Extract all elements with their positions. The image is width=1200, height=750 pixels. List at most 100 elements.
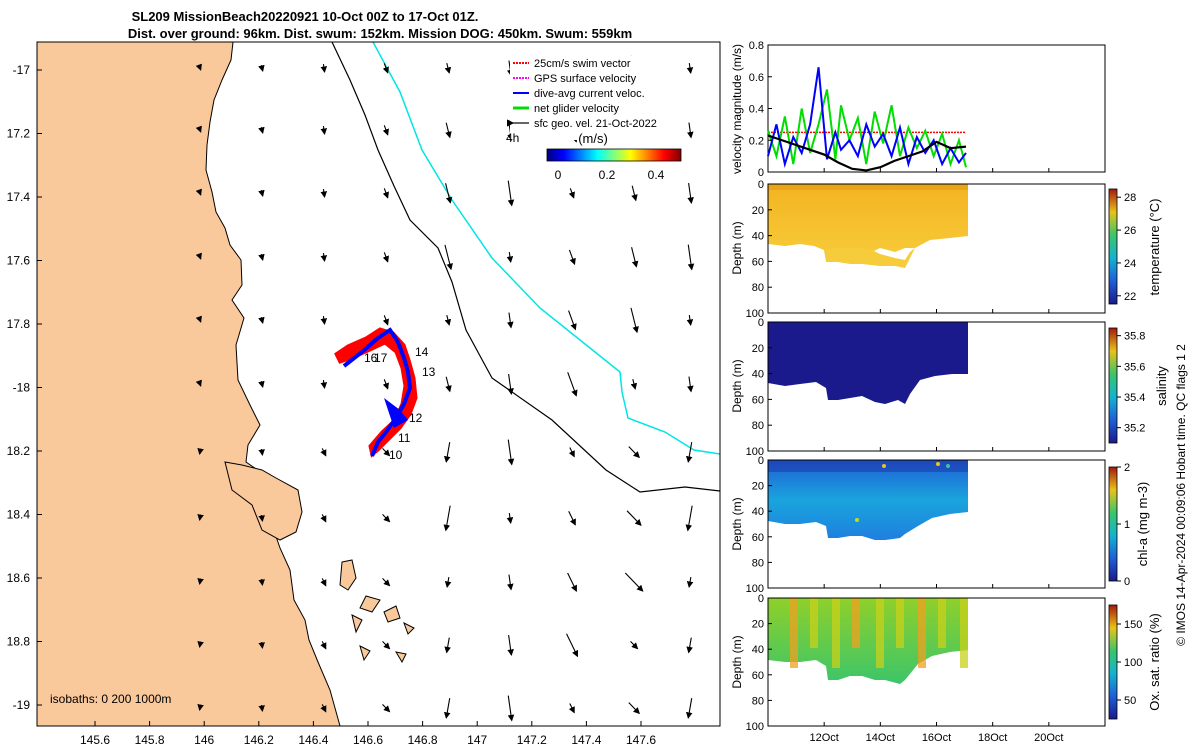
depth-tick-label: 0 — [758, 455, 764, 467]
velocity-arrow — [195, 379, 202, 387]
isobath-1000m — [372, 42, 720, 455]
salinity-panel: Depth (m) salinity — [730, 321, 1169, 452]
oxygen-colorbar — [1108, 604, 1118, 720]
velocity-arrow — [195, 315, 202, 323]
velocity-arrow — [320, 188, 328, 199]
isobath-200m — [331, 42, 720, 493]
velocity-arrow — [686, 62, 694, 75]
colorbar-tick-label: 35.2 — [1124, 423, 1145, 435]
legend-label: dive-avg current veloc. — [534, 88, 645, 100]
velocity-arrow — [507, 574, 514, 591]
velocity-arrow — [685, 505, 693, 532]
chart-title-line1: SL209 MissionBeach20220921 10-Oct 00Z to… — [131, 9, 479, 24]
velocity-arrow — [197, 577, 204, 586]
map-x-tick-label: 145.8 — [135, 733, 165, 747]
salinity-colorbar-label: salinity — [1154, 366, 1169, 406]
velocity-arrow — [195, 252, 202, 260]
chart-title-line2: Dist. over ground: 96km. Dist. swum: 152… — [127, 26, 633, 41]
land-mass — [37, 42, 341, 726]
depth-tick-label: 80 — [752, 557, 764, 569]
oxygen-high-band — [790, 598, 798, 668]
colorbar-tick-label: 35.8 — [1124, 331, 1145, 343]
velocity-y-tick-label: 0.4 — [749, 104, 764, 116]
depth-tick-label: 20 — [752, 205, 764, 217]
velocity-arrow — [445, 183, 453, 204]
map-y-tick-label: -18 — [13, 381, 31, 395]
velocity-arrow — [258, 316, 265, 324]
velocity-ylabel: velocity magnitude (m/s) — [730, 44, 744, 174]
map-y-tick-label: 17.8 — [7, 317, 31, 331]
velocity-arrow — [258, 189, 265, 197]
velocity-arrow — [320, 448, 327, 457]
velocity-arrow — [687, 244, 695, 271]
velocity-arrow — [443, 698, 451, 719]
date-tick-label: 18Oct — [978, 732, 1007, 744]
map-y-tick-label: 18.6 — [7, 571, 31, 585]
velocity-arrow — [630, 379, 638, 390]
velocity-arrow — [630, 307, 639, 334]
colorbar-tick-label: 26 — [1124, 225, 1136, 237]
map-x-tick-label: 147.4 — [571, 733, 601, 747]
date-tick-label: 16Oct — [922, 732, 951, 744]
velocity-arrow — [443, 442, 451, 463]
island — [403, 621, 415, 635]
map-y-tick-label: 18.8 — [7, 635, 31, 649]
legend-item: dive-avg current veloc. — [513, 88, 645, 100]
velocity-arrow — [197, 703, 204, 712]
velocity-arrow — [506, 512, 514, 525]
velocity-arrow — [195, 63, 202, 71]
velocity-arrow — [382, 63, 389, 74]
surface-velocity-vectors — [195, 55, 695, 722]
velocity-arrow — [444, 315, 452, 326]
depth-tick-label: 40 — [752, 369, 764, 381]
colorbar-tick-label: 100 — [1124, 657, 1142, 669]
chla-ylabel: Depth (m) — [730, 497, 744, 550]
glider-track: 10 11 12 13 14 16 17 — [334, 327, 436, 462]
velocity-arrow — [687, 376, 694, 393]
velocity-arrow — [630, 641, 639, 650]
oxygen-panel: Depth (m) Ox. sat. ratio (%) — [730, 597, 1162, 727]
velocity-arrow — [567, 572, 577, 592]
velocity-arrow — [197, 447, 204, 456]
map-x-tick-label: 145.6 — [80, 733, 110, 747]
oxygen-high-band — [810, 598, 818, 648]
velocity-arrow — [445, 376, 452, 393]
depth-tick-label: 60 — [752, 670, 764, 682]
chla-colorbar-label: chl-a (mg m-3) — [1135, 482, 1150, 567]
depth-tick-label: 40 — [752, 231, 764, 243]
velocity-y-tick-label: 0.2 — [749, 135, 764, 147]
velocity-arrow — [258, 704, 265, 713]
velocity-arrow — [197, 513, 204, 522]
velocity-arrow — [444, 63, 452, 74]
colorbar-unit: (m/s) — [578, 131, 608, 146]
velocity-arrow — [568, 447, 575, 458]
day-label: 14 — [415, 345, 429, 359]
map-y-tick-label: 17.2 — [7, 127, 31, 141]
velocity-series-line — [767, 89, 967, 168]
velocity-arrow — [382, 704, 391, 713]
velocity-arrow — [628, 702, 640, 715]
depth-tick-label: 100 — [746, 583, 764, 595]
island — [359, 645, 371, 662]
map-x-tick-label: 146.2 — [244, 733, 274, 747]
oxygen-high-band — [960, 598, 968, 668]
depth-tick-label: 80 — [752, 420, 764, 432]
velocity-arrow — [320, 514, 327, 523]
chla-panel: Depth (m) chl-a (mg m-3) — [730, 459, 1150, 589]
velocity-arrow — [320, 63, 328, 74]
map-x-tick-label: 147 — [467, 733, 487, 747]
velocity-axes: 0 0.2 0.4 0.6 0.8 — [749, 40, 772, 179]
velocity-arrow — [444, 637, 451, 654]
temperature-field-lower — [826, 248, 915, 268]
island — [339, 559, 357, 591]
velocity-arrow — [444, 576, 452, 589]
velocity-series-line — [767, 67, 967, 169]
map-legend: 25cm/s swim vector GPS surface velocity … — [507, 56, 684, 140]
map-x-tick-label: 146.4 — [298, 733, 328, 747]
velocity-arrow — [507, 439, 515, 466]
date-tick-label: 12Oct — [809, 732, 838, 744]
depth-tick-label: 100 — [746, 446, 764, 458]
velocity-arrow — [258, 380, 265, 388]
velocity-arrow — [382, 125, 389, 136]
